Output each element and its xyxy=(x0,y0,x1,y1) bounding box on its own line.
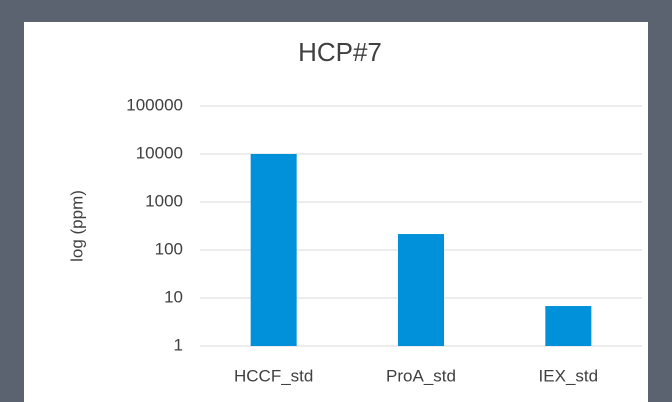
y-tick-label: 100000 xyxy=(126,95,183,114)
panel xyxy=(24,22,648,402)
y-tick-label: 10 xyxy=(164,287,183,306)
y-tick-label: 1000 xyxy=(145,191,183,210)
x-tick-label: ProA_std xyxy=(386,366,456,385)
bar xyxy=(545,306,592,346)
bar xyxy=(250,154,297,346)
y-tick-label: 100 xyxy=(155,239,183,258)
y-tick-label: 1 xyxy=(174,335,183,354)
chart-title: HCP#7 xyxy=(298,37,382,67)
x-tick-label: IEX_std xyxy=(539,366,599,385)
bar xyxy=(398,234,444,346)
y-tick-label: 10000 xyxy=(136,143,183,162)
y-axis-label: log (ppm) xyxy=(67,190,86,262)
x-tick-label: HCCF_std xyxy=(234,366,313,385)
